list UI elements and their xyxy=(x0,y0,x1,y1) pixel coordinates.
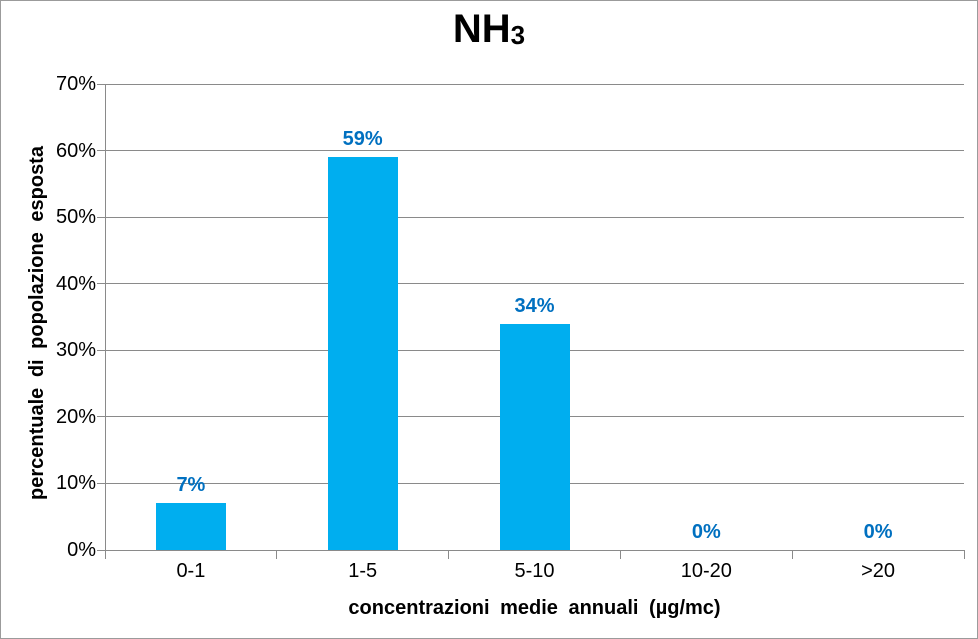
bar-value-label: 7% xyxy=(176,474,206,497)
y-axis-tick xyxy=(97,349,105,351)
y-tick-label: 40% xyxy=(55,272,96,295)
y-tick-label: 70% xyxy=(55,73,96,95)
y-axis-tick xyxy=(97,283,105,285)
x-axis-tick xyxy=(276,550,278,559)
y-axis-tick xyxy=(97,150,105,152)
y-tick-label: 10% xyxy=(55,472,96,495)
x-tick-label: >20 xyxy=(861,560,896,582)
y-tick-label: 50% xyxy=(55,206,96,229)
y-tick-label: 20% xyxy=(55,405,96,428)
bar-value-label: 0% xyxy=(691,521,721,543)
bar xyxy=(327,157,398,550)
y-tick-label: 0% xyxy=(67,539,96,561)
chart-title-text: NH xyxy=(452,7,511,51)
x-axis-title: concentrazioni medie annuali (µg/mc) xyxy=(348,597,721,619)
bar-value-label: 34% xyxy=(514,294,555,317)
x-tick-label: 0-1 xyxy=(176,560,206,582)
y-axis-tick xyxy=(97,216,105,218)
y-axis-tick xyxy=(97,83,105,85)
gridline xyxy=(105,150,964,152)
y-tick-label: 60% xyxy=(55,139,96,162)
x-axis-tick xyxy=(619,550,621,559)
x-axis-tick xyxy=(791,550,793,559)
y-tick-label: 30% xyxy=(55,339,96,362)
x-tick-label: 5-10 xyxy=(514,560,555,582)
x-axis-line xyxy=(105,549,964,551)
gridline xyxy=(105,283,964,285)
x-tick-label: 10-20 xyxy=(680,560,732,582)
y-axis-tick xyxy=(97,416,105,418)
bar xyxy=(155,503,226,550)
plot-area: 7% 59% 34% 0% 0% xyxy=(97,83,965,559)
bar-value-label: 59% xyxy=(342,128,383,151)
bar xyxy=(499,323,570,550)
x-tick-label: 1-5 xyxy=(348,560,378,582)
chart-title-subscript: 3 xyxy=(510,20,526,50)
gridline xyxy=(105,216,964,218)
y-axis-tick xyxy=(97,549,105,551)
chart-title: NH3 xyxy=(1,7,977,52)
gridline xyxy=(105,83,964,85)
y-axis-line xyxy=(105,84,106,559)
y-axis-tick xyxy=(97,482,105,484)
x-axis-tick xyxy=(448,550,450,559)
x-axis-tick xyxy=(963,550,965,559)
bar-value-label: 0% xyxy=(863,521,893,543)
x-axis-tick xyxy=(104,550,106,559)
